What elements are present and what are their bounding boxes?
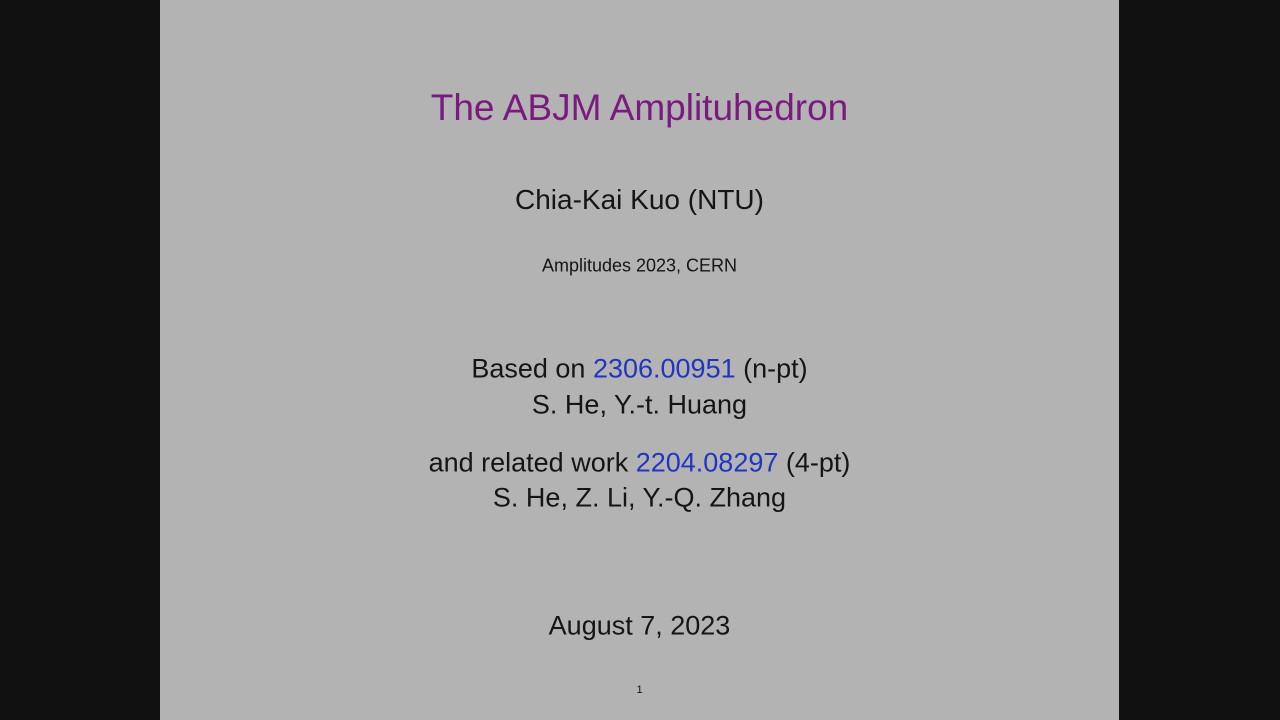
arxiv-link-2306[interactable]: 2306.00951 [592,353,736,384]
based-on-line: Based on 2306.00951 (n-pt) [160,354,1119,385]
date: August 7, 2023 [548,610,731,641]
related-authors: S. He, Z. Li, Y.-Q. Zhang [492,482,787,513]
based-on-suffix: (n-pt) [735,353,808,384]
related-prefix: and related work [428,447,636,478]
slide-title: The ABJM Amplituhedron [430,87,849,128]
related-suffix: (4-pt) [778,447,851,478]
related-line: and related work 2204.08297 (4-pt) [160,448,1119,479]
author: Chia-Kai Kuo (NTU) [515,184,764,215]
slide: The ABJM Amplituhedron Chia-Kai Kuo (NTU… [160,0,1119,720]
event: Amplitudes 2023, CERN [541,255,738,276]
based-on-authors: S. He, Y.-t. Huang [531,389,748,420]
page-number: 1 [636,684,643,696]
based-on-prefix: Based on [471,353,593,384]
arxiv-link-2204[interactable]: 2204.08297 [635,447,779,478]
